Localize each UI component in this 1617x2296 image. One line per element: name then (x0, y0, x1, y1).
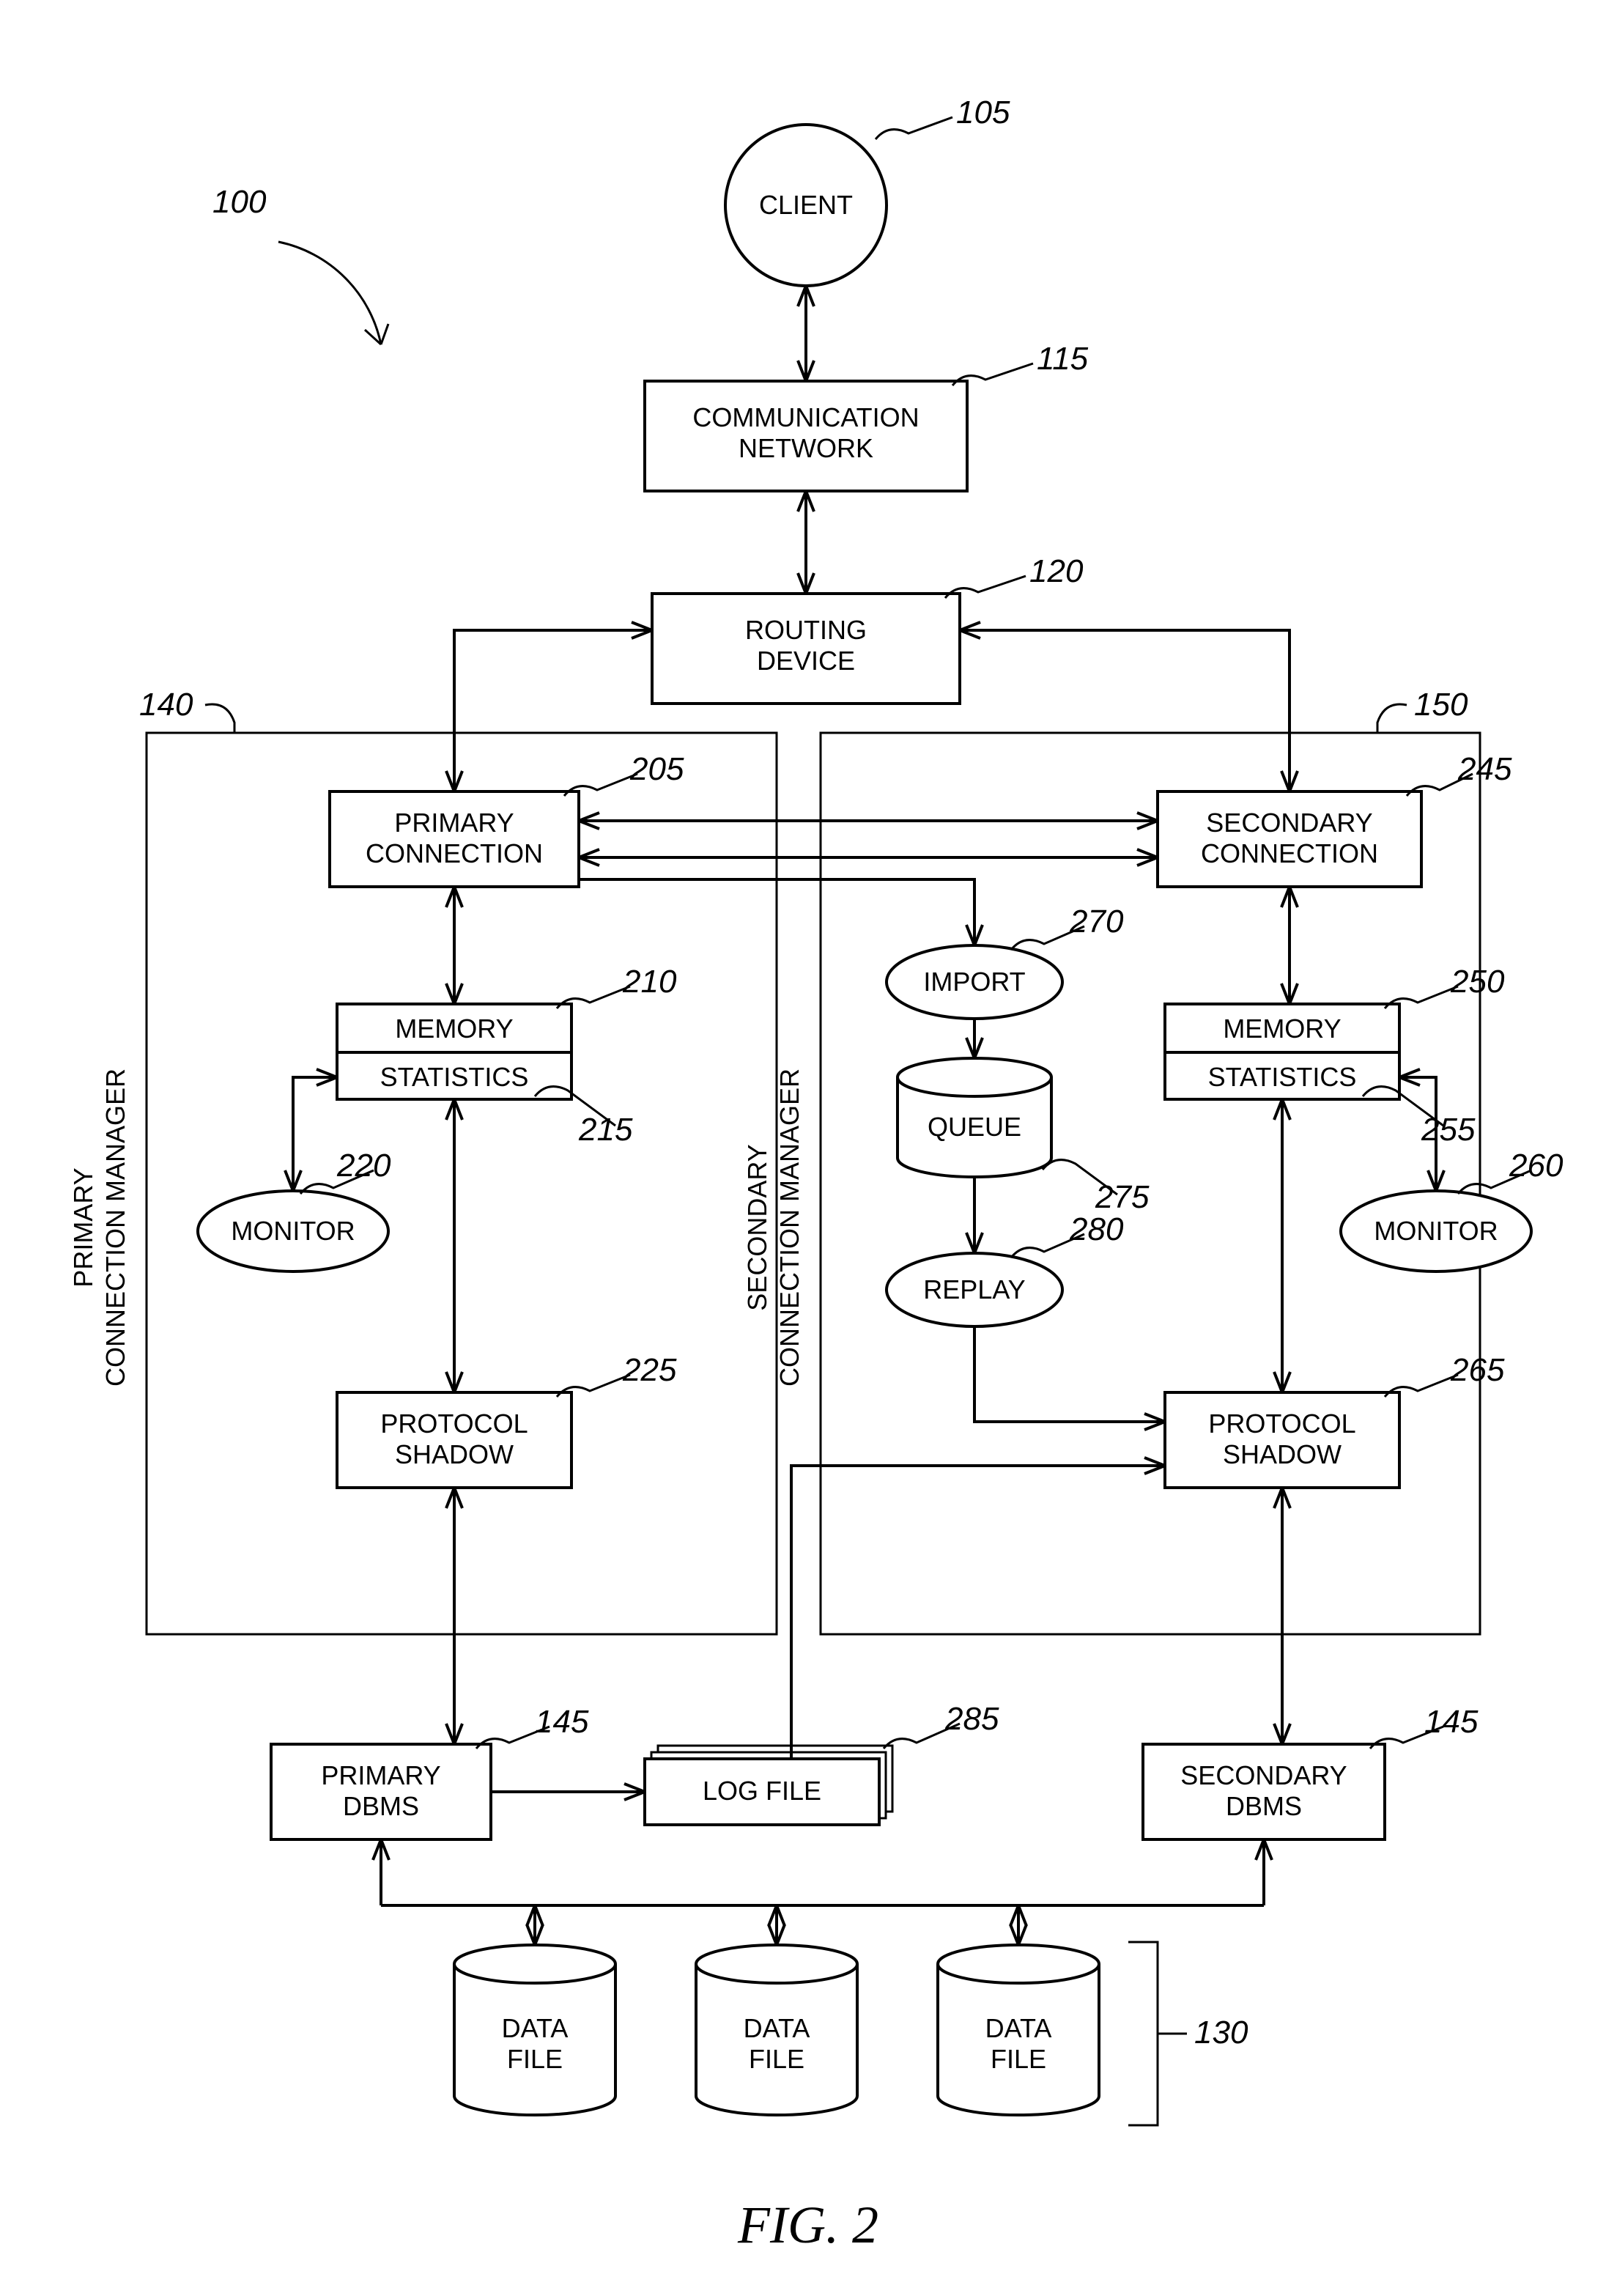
svg-text:DATAFILE: DATAFILE (985, 2013, 1052, 2074)
svg-text:270: 270 (1069, 904, 1124, 940)
svg-text:FIG. 2: FIG. 2 (737, 2196, 878, 2254)
svg-text:CONNECTION MANAGER: CONNECTION MANAGER (774, 1068, 804, 1387)
svg-text:280: 280 (1069, 1211, 1124, 1247)
svg-text:STATISTICS: STATISTICS (380, 1062, 529, 1092)
svg-text:CLIENT: CLIENT (759, 190, 853, 220)
svg-text:210: 210 (622, 964, 677, 1000)
svg-text:130: 130 (1194, 2015, 1248, 2050)
svg-text:105: 105 (956, 95, 1010, 130)
svg-text:IMPORT: IMPORT (923, 967, 1025, 997)
svg-text:145: 145 (1424, 1704, 1479, 1740)
svg-text:CONNECTION MANAGER: CONNECTION MANAGER (100, 1068, 130, 1387)
svg-text:150: 150 (1414, 687, 1468, 723)
svg-text:DATAFILE: DATAFILE (744, 2013, 810, 2074)
svg-text:260: 260 (1509, 1148, 1564, 1184)
svg-text:245: 245 (1457, 751, 1512, 787)
svg-text:250: 250 (1450, 964, 1505, 1000)
svg-text:DATAFILE: DATAFILE (502, 2013, 569, 2074)
svg-text:215: 215 (578, 1112, 633, 1148)
svg-text:255: 255 (1421, 1112, 1476, 1148)
svg-text:REPLAY: REPLAY (923, 1274, 1025, 1304)
svg-text:225: 225 (622, 1352, 677, 1388)
svg-text:LOG FILE: LOG FILE (703, 1776, 821, 1806)
svg-text:100: 100 (212, 184, 267, 220)
svg-text:205: 205 (629, 751, 684, 787)
diagram-canvas: 100CLIENT105COMMUNICATIONNETWORK115ROUTI… (0, 0, 1617, 2296)
svg-text:MONITOR: MONITOR (231, 1216, 355, 1246)
svg-text:MEMORY: MEMORY (1223, 1014, 1341, 1044)
svg-text:145: 145 (535, 1704, 589, 1740)
svg-text:MONITOR: MONITOR (1374, 1216, 1498, 1246)
svg-text:SECONDARY: SECONDARY (742, 1144, 772, 1310)
svg-text:PRIMARY: PRIMARY (68, 1167, 98, 1287)
svg-text:PROTOCOLSHADOW: PROTOCOLSHADOW (380, 1409, 528, 1469)
svg-text:115: 115 (1037, 341, 1089, 377)
svg-text:265: 265 (1450, 1352, 1505, 1388)
svg-text:MEMORY: MEMORY (395, 1014, 513, 1044)
svg-text:SECONDARYCONNECTION: SECONDARYCONNECTION (1201, 808, 1378, 868)
svg-text:220: 220 (336, 1148, 391, 1184)
svg-text:120: 120 (1029, 553, 1084, 589)
svg-text:275: 275 (1095, 1179, 1150, 1215)
svg-text:PROTOCOLSHADOW: PROTOCOLSHADOW (1208, 1409, 1355, 1469)
svg-text:140: 140 (139, 687, 193, 723)
svg-text:QUEUE: QUEUE (928, 1112, 1021, 1142)
svg-text:ROUTINGDEVICE: ROUTINGDEVICE (745, 615, 867, 676)
svg-text:285: 285 (944, 1701, 999, 1737)
svg-text:STATISTICS: STATISTICS (1208, 1062, 1357, 1092)
